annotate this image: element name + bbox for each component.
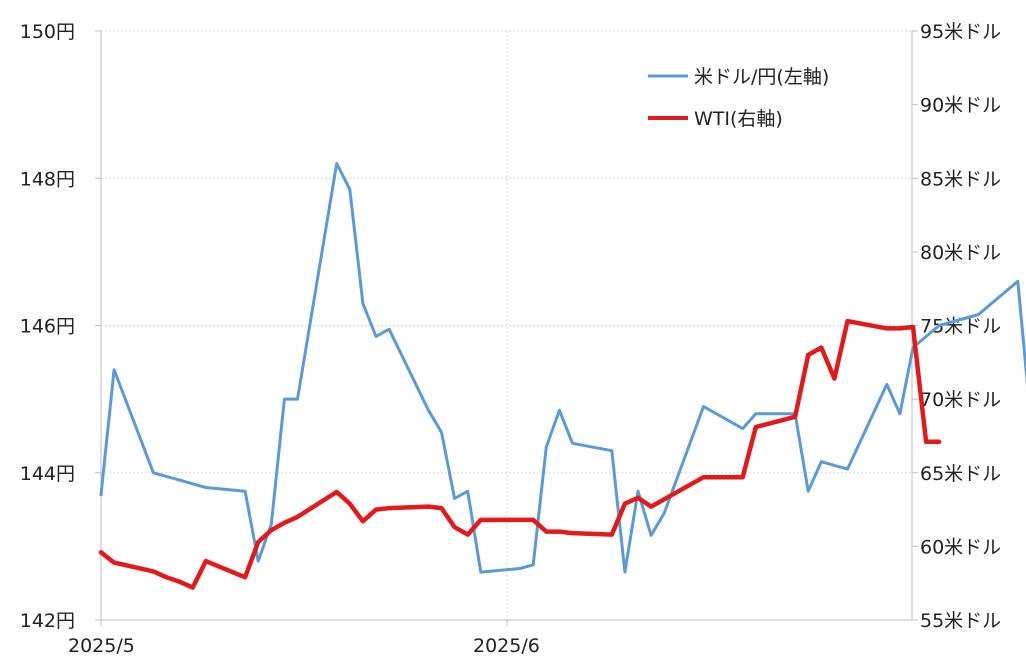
left-tick-label: 146円 — [20, 316, 75, 338]
right-tick-label: 85米ドル — [920, 168, 1001, 190]
right-axis-ticks: 55米ドル 60米ドル 65米ドル 70米ドル 75米ドル 80米ドル 85米ドル 90米ドル… — [912, 21, 1001, 632]
legend-label-wti: WTI(右軸) — [694, 108, 783, 130]
series-usdjpy-line — [99, 162, 1026, 574]
left-axis-ticks: 142円 144円 146円 148円 150円 — [20, 21, 101, 632]
right-tick-label: 90米ドル — [920, 95, 1001, 117]
right-tick-label: 75米ドル — [920, 316, 1001, 338]
right-tick-label: 60米ドル — [920, 536, 1001, 558]
series-layer — [98, 162, 1026, 590]
x-axis-ticks: 2025/5 2025/6 — [68, 620, 540, 657]
left-tick-label: 148円 — [20, 168, 75, 190]
left-tick-label: 150円 — [20, 21, 75, 43]
right-tick-label: 65米ドル — [920, 463, 1001, 485]
right-tick-label: 95米ドル — [920, 21, 1001, 43]
left-tick-label: 144円 — [20, 463, 75, 485]
x-tick-label: 2025/6 — [473, 635, 540, 657]
legend: 米ドル/円(左軸) WTI(右軸) — [648, 66, 829, 130]
right-tick-label: 80米ドル — [920, 242, 1001, 264]
gridlines — [101, 30, 912, 620]
right-tick-label: 70米ドル — [920, 389, 1001, 411]
right-tick-label: 55米ドル — [920, 610, 1001, 632]
x-tick-label: 2025/5 — [68, 635, 135, 657]
left-tick-label: 142円 — [20, 610, 75, 632]
legend-label-usdjpy: 米ドル/円(左軸) — [694, 66, 829, 88]
series-wti-line — [98, 318, 942, 590]
